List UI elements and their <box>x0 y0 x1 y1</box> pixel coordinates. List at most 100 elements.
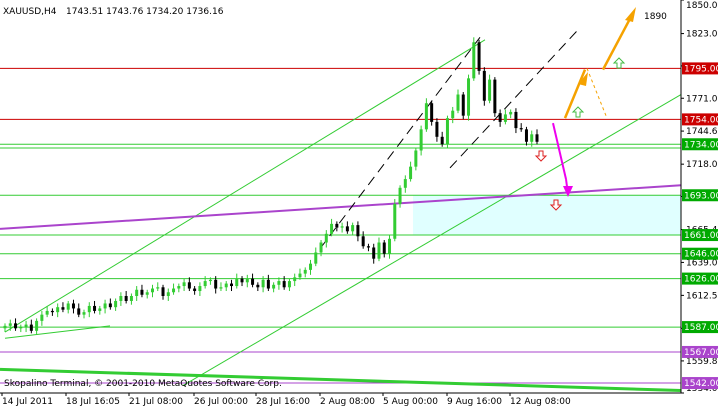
candle-body <box>403 179 407 188</box>
orange-arrow-shaft <box>563 69 587 119</box>
x-tick-label: 12 Aug 08:00 <box>510 397 571 407</box>
candle-body <box>435 121 439 137</box>
candle-body <box>172 288 176 293</box>
candle-body <box>66 303 70 310</box>
magenta-arrow-shaft <box>552 122 567 180</box>
candle-body <box>114 300 118 308</box>
candle-body <box>398 187 402 204</box>
candle-body <box>430 103 434 122</box>
candle-body <box>488 79 492 101</box>
price-label-box <box>682 229 718 242</box>
candle-body <box>456 94 460 111</box>
candle-body <box>519 128 523 130</box>
candle-body <box>287 281 291 288</box>
candle-body <box>314 252 318 264</box>
candle-body <box>335 223 339 228</box>
candle-body <box>24 324 28 328</box>
price-label-text: 1734.00 <box>684 140 718 150</box>
candle-body <box>198 286 202 292</box>
candle-body <box>108 303 112 308</box>
up-arrow-icon <box>571 106 585 118</box>
candle-body <box>277 281 281 285</box>
candle-body <box>240 278 244 283</box>
candle-body <box>145 292 149 295</box>
candle-body <box>87 305 91 313</box>
candle-body <box>61 307 65 310</box>
channel-extra-line <box>4 325 111 339</box>
y-tick-label: 1559.80 <box>686 357 718 367</box>
copyright-text: Skopalino Terminal, © 2001-2010 MetaQuot… <box>4 379 282 389</box>
candle-body <box>140 289 144 295</box>
y-tick-label: 1744.60 <box>686 127 718 137</box>
magenta-arrowhead <box>563 186 573 197</box>
candle-body <box>482 70 486 101</box>
x-tick-label: 26 Jul 00:00 <box>194 397 248 407</box>
candle-body <box>414 150 418 167</box>
price-label-box <box>682 345 718 358</box>
candle-body <box>498 113 502 122</box>
candle-body <box>150 288 154 293</box>
candle-body <box>330 223 334 234</box>
candle-body <box>19 327 23 329</box>
candle-body <box>119 295 123 301</box>
candle-body <box>208 279 212 282</box>
candle-body <box>29 324 33 331</box>
price-label-text: 1693.00 <box>684 191 718 201</box>
candle-body <box>98 308 102 311</box>
price-label-box <box>682 272 718 285</box>
x-tick-label: 14 Jul 2011 <box>2 397 53 407</box>
candle-body <box>40 314 44 321</box>
candle-body <box>388 238 392 254</box>
candle-body <box>93 305 97 311</box>
candle-body <box>477 42 481 71</box>
candle-body <box>45 310 49 315</box>
candle-body <box>203 281 207 287</box>
candle-body <box>129 295 133 301</box>
candle-body <box>187 282 191 289</box>
candle-body <box>224 283 228 288</box>
long-term-support-line <box>0 367 682 393</box>
candle-body <box>50 310 54 313</box>
price-label-box <box>682 62 718 75</box>
y-tick-label: 1718.00 <box>686 160 718 170</box>
x-tick-label: 9 Aug 16:00 <box>447 397 502 407</box>
price-label-text: 1587.00 <box>684 323 718 333</box>
candle-body <box>309 263 313 270</box>
candle-body <box>14 323 18 329</box>
candle-body <box>156 287 160 289</box>
candle-body <box>514 111 518 129</box>
candle-body <box>35 320 39 331</box>
price-label-text: 1567.00 <box>684 348 718 358</box>
candle-body <box>245 278 249 283</box>
candle-body <box>166 292 170 296</box>
price-label-text: 1646.00 <box>684 250 718 260</box>
price-label-box <box>682 113 718 126</box>
candle-body <box>135 289 139 296</box>
candle-body <box>251 278 255 285</box>
candle-body <box>193 288 197 292</box>
orange-arrowhead <box>625 7 636 22</box>
candle-body <box>71 303 75 309</box>
candle-body <box>182 282 186 287</box>
candle-body <box>409 166 413 180</box>
down-arrow-icon <box>549 199 563 211</box>
x-tick-label: 28 Jul 16:00 <box>256 397 310 407</box>
candle-body <box>524 129 528 142</box>
candle-body <box>219 287 223 289</box>
price-label-text: 1661.00 <box>684 231 718 241</box>
candle-body <box>272 284 276 289</box>
candle-body <box>229 283 233 287</box>
candle-body <box>377 242 381 259</box>
candle-body <box>77 308 81 315</box>
candle-body <box>261 279 265 288</box>
candle-body <box>372 247 376 259</box>
candle-body <box>56 307 60 313</box>
candle-body <box>256 284 260 288</box>
candle-body <box>103 303 107 309</box>
orange-arrow-shaft <box>601 14 634 71</box>
price-label-text: 1754.00 <box>684 115 718 125</box>
price-label-box <box>682 321 718 334</box>
down-arrow-icon <box>534 150 548 162</box>
candle-body <box>266 279 270 289</box>
